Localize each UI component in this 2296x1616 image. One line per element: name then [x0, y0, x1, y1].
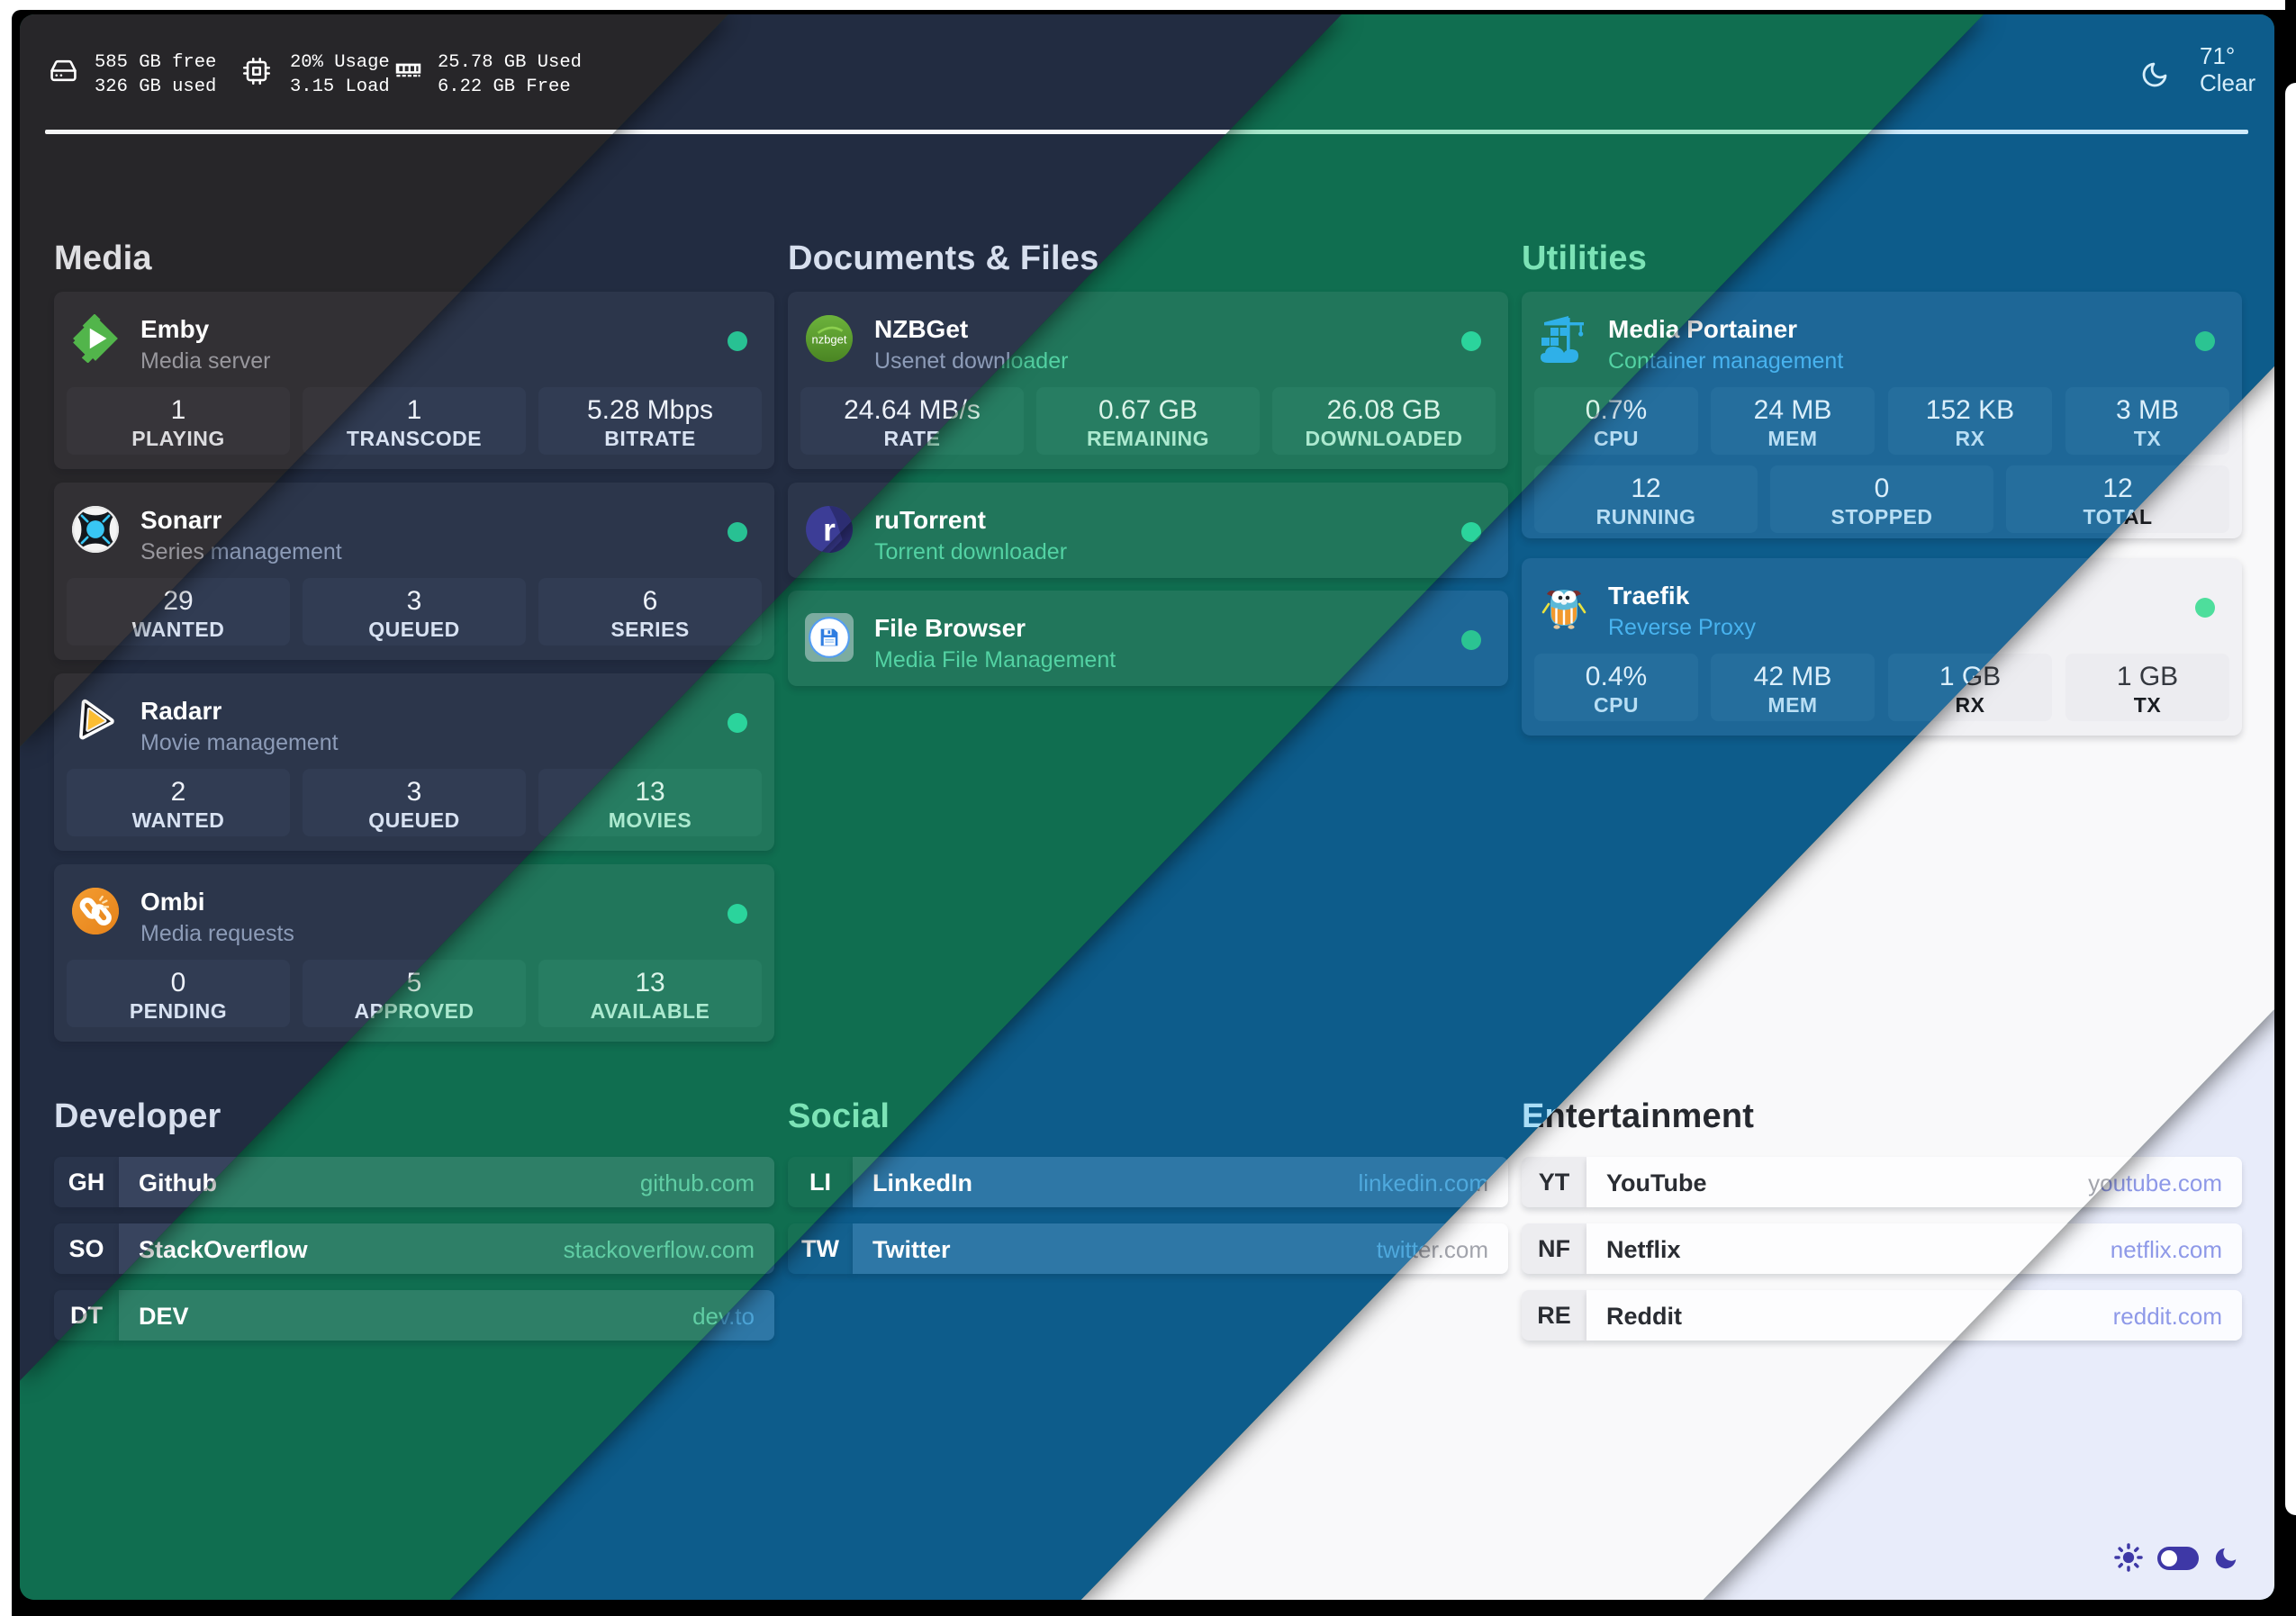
svg-text:nzbget: nzbget — [812, 333, 847, 347]
svg-text:r: r — [823, 512, 836, 547]
svg-text:r: r — [823, 512, 836, 547]
svg-text:nzbget: nzbget — [812, 333, 847, 347]
